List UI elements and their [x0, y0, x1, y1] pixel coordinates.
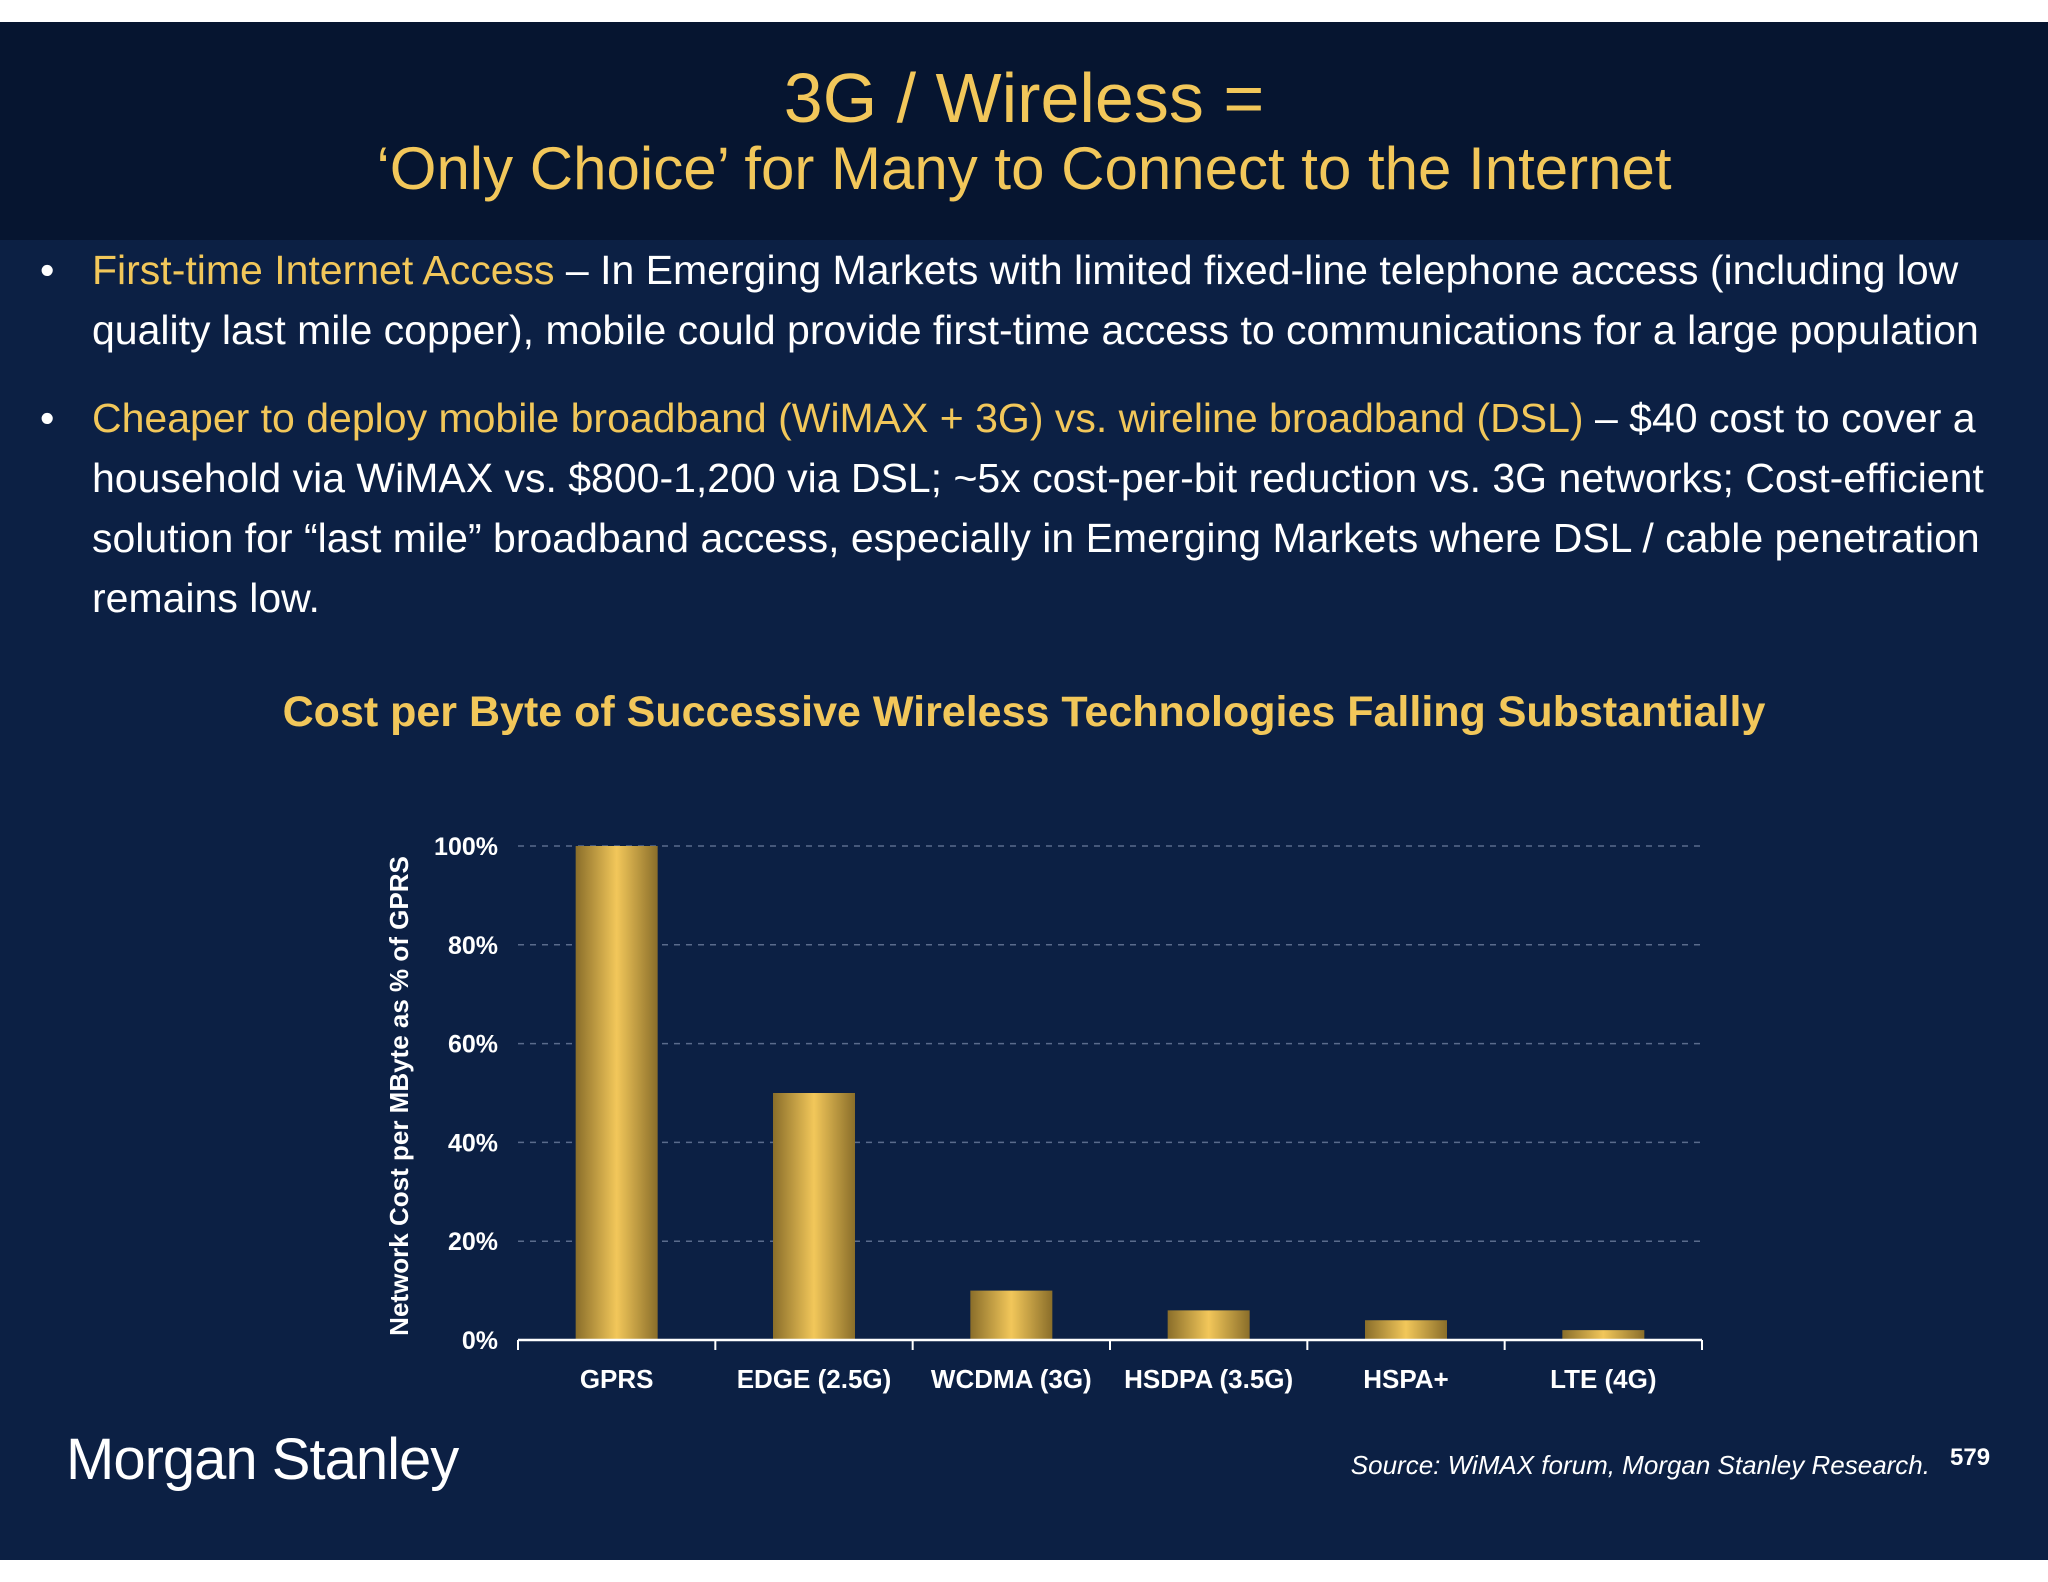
- bar: [773, 1093, 855, 1340]
- bullet-item: • First-time Internet Access – In Emergi…: [40, 240, 2030, 360]
- x-tick-label: GPRS: [580, 1364, 654, 1394]
- chart-gridlines: [518, 845, 1702, 1242]
- y-tick-label: 80%: [448, 932, 498, 960]
- bullet-highlight: First-time Internet Access: [92, 247, 555, 293]
- bar: [1365, 1320, 1447, 1340]
- x-tick-label: EDGE (2.5G): [737, 1364, 892, 1394]
- slide-title: 3G / Wireless =: [783, 59, 1265, 137]
- y-tick-label: 100%: [434, 833, 498, 861]
- bullet-dot-icon: •: [40, 395, 55, 441]
- y-tick-label: 40%: [448, 1129, 498, 1157]
- chart-bars: [575, 846, 1645, 1340]
- bullet-dot-icon: •: [40, 247, 55, 293]
- bar: [970, 1290, 1053, 1340]
- x-tick-label: HSDPA (3.5G): [1124, 1364, 1293, 1394]
- y-tick-label: 60%: [448, 1031, 498, 1059]
- brand-logo: Morgan Stanley: [66, 1427, 459, 1492]
- bar: [1562, 1330, 1645, 1340]
- bar: [1167, 1310, 1250, 1340]
- y-tick-label: 20%: [448, 1228, 498, 1256]
- chart-axes: 0% 20% 40% 60% 80% 100% GPRS EDGE (2.5G) WCDMA (…: [434, 833, 1703, 1394]
- title-band: 3G / Wireless = ‘Only Choice’ for Many t…: [0, 22, 2048, 240]
- x-tick-label: WCDMA (3G): [931, 1364, 1092, 1394]
- source-note: Source: WiMAX forum, Morgan Stanley Rese…: [1350, 1450, 1930, 1480]
- bar: [575, 846, 658, 1340]
- bullet-text: – $40 cost to cover a household via WiMA…: [92, 395, 1984, 621]
- x-tick-label: HSPA+: [1363, 1364, 1449, 1394]
- bullet-text: – In Emerging Markets with limited fixed…: [92, 247, 1979, 353]
- y-tick-label: 0%: [462, 1327, 498, 1355]
- bullet-item: • Cheaper to deploy mobile broadband (Wi…: [40, 388, 2030, 628]
- page-number: 579: [1950, 1444, 1991, 1471]
- chart-title: Cost per Byte of Successive Wireless Tec…: [282, 688, 1766, 736]
- bullet-highlight: Cheaper to deploy mobile broadband (WiMA…: [92, 395, 1584, 441]
- y-axis-label: Network Cost per MByte as % of GPRS: [384, 856, 414, 1336]
- x-tick-label: LTE (4G): [1550, 1364, 1656, 1394]
- slide-subtitle: ‘Only Choice’ for Many to Connect to the…: [376, 135, 1672, 202]
- bullet-list: • First-time Internet Access – In Emergi…: [40, 240, 2030, 628]
